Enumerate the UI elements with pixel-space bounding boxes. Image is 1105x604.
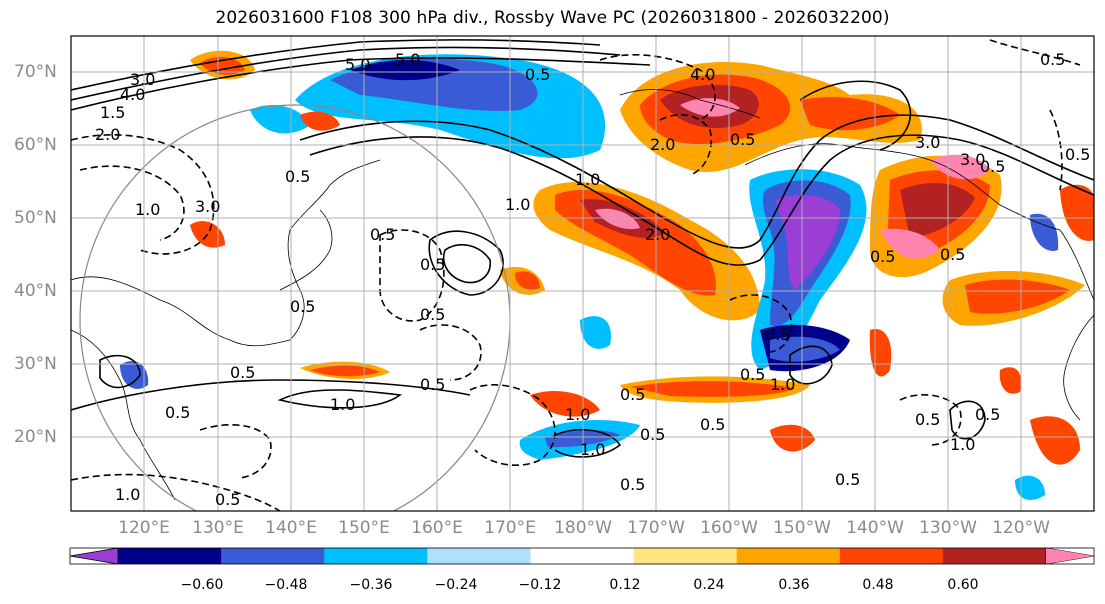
contour-label: 0.5 <box>640 425 665 444</box>
colorbar-tick-label: −0.24 <box>434 577 478 593</box>
gridlines <box>71 36 1094 511</box>
contour-label: 0.5 <box>290 297 315 316</box>
lon-label: 140°W <box>846 518 904 538</box>
contour-label: 1.0 <box>770 375 795 394</box>
colorbar-segment <box>839 548 944 564</box>
contour-label: 0.5 <box>730 130 755 149</box>
map-area: 3.0 4.0 5.0 5.0 0.5 2.0 3.0 4.0 2.0 1.0 … <box>71 36 1094 511</box>
contour-label: 0.5 <box>975 405 1000 424</box>
lat-label: 30°N <box>14 354 57 374</box>
contour-label: 0.5 <box>940 245 965 264</box>
coastlines <box>71 89 1094 501</box>
lon-label: 170°E <box>484 518 536 538</box>
contour-label: 1.0 <box>575 170 600 189</box>
contour-label: 1.0 <box>330 395 355 414</box>
contour-label: 0.5 <box>700 415 725 434</box>
contour-label: 0.5 <box>230 363 255 382</box>
contour-label: 0.5 <box>620 475 645 494</box>
colorbar-tick-label: 0.60 <box>947 577 979 593</box>
contour-label-group: 3.0 4.0 5.0 5.0 0.5 2.0 3.0 4.0 2.0 1.0 … <box>95 50 1090 509</box>
lon-label: 120°E <box>118 518 170 538</box>
colorbar-segment <box>427 548 531 564</box>
contour-label: 3.0 <box>915 133 940 152</box>
contour-label: 0.5 <box>420 305 445 324</box>
contour-label: 1.0 <box>580 440 605 459</box>
colorbar-segment <box>530 548 635 564</box>
colorbar-tick-label: 0.36 <box>778 577 810 593</box>
colorbar-segment <box>633 548 738 564</box>
contour-label: 5.0 <box>395 50 420 69</box>
contour-label: 0.5 <box>420 255 445 274</box>
colorbar-arrow-right <box>1046 548 1094 564</box>
lon-label: 160°E <box>411 518 463 538</box>
contour-label: 4.0 <box>120 85 145 104</box>
contour-label: 0.5 <box>915 410 940 429</box>
contour-label: 0.5 <box>765 325 790 344</box>
colorbar-tick-label: −0.60 <box>180 577 224 593</box>
contour-label: 0.5 <box>215 490 240 509</box>
contour-label: 0.5 <box>285 167 310 186</box>
contour-label: 2.0 <box>650 135 675 154</box>
contour-label: 1.0 <box>565 405 590 424</box>
contour-label: 1.0 <box>135 200 160 219</box>
contour-label: 1.0 <box>505 195 530 214</box>
lat-label: 60°N <box>14 135 57 155</box>
lon-label: 130°E <box>192 518 244 538</box>
contour-label: 2.0 <box>645 225 670 244</box>
contour-label: 1.0 <box>950 435 975 454</box>
colorbar <box>69 547 1095 565</box>
lon-label: 160°W <box>700 518 758 538</box>
colorbar-segment <box>221 548 325 564</box>
colorbar-tick-label: 0.24 <box>693 577 725 593</box>
lat-label: 20°N <box>14 427 57 447</box>
colorbar-segment <box>118 548 222 564</box>
colorbar-tick-label: 0.48 <box>862 577 894 593</box>
contour-label: 1.5 <box>100 103 125 122</box>
contour-label: 3.0 <box>960 150 985 169</box>
contour-label: 0.5 <box>620 385 645 404</box>
contour-label: 3.0 <box>195 197 220 216</box>
lat-label: 40°N <box>14 281 57 301</box>
contour-label: 0.5 <box>980 157 1005 176</box>
colorbar-segment <box>324 548 428 564</box>
colorbar-segment <box>736 548 841 564</box>
colorbar-arrow-left <box>70 548 118 564</box>
lon-label: 170°W <box>627 518 685 538</box>
contour-lines <box>71 39 1094 458</box>
contour-label: 5.0 <box>345 55 370 74</box>
map-title: 2026031600 F108 300 hPa div., Rossby Wav… <box>215 8 890 28</box>
lat-label: 50°N <box>14 208 57 228</box>
lon-label: 130°W <box>919 518 977 538</box>
contour-label: 2.0 <box>95 125 120 144</box>
contour-label: 0.5 <box>835 470 860 489</box>
lon-label: 150°W <box>773 518 831 538</box>
lon-label: 120°W <box>992 518 1050 538</box>
lon-label: 180°W <box>554 518 612 538</box>
contour-label: 1.0 <box>115 485 140 504</box>
contour-label: 0.5 <box>1040 50 1065 69</box>
lon-label: 140°E <box>265 518 317 538</box>
lat-label: 70°N <box>14 62 57 82</box>
contour-label: 4.0 <box>690 65 715 84</box>
contour-label: 0.5 <box>870 247 895 266</box>
lon-label: 150°E <box>338 518 390 538</box>
contour-label: 3.0 <box>130 70 155 89</box>
colorbar-tick-label: −0.48 <box>264 577 308 593</box>
colorbar-tick-label: −0.12 <box>518 577 562 593</box>
contour-label: 0.5 <box>525 65 550 84</box>
colorbar-segment <box>942 548 1047 564</box>
contour-label: 0.5 <box>740 365 765 384</box>
contour-lines-negative <box>71 39 1081 511</box>
contour-label: 0.5 <box>370 225 395 244</box>
contour-label: 0.5 <box>1065 145 1090 164</box>
contour-label: 0.5 <box>420 375 445 394</box>
map-frame <box>70 35 1095 512</box>
colorbar-frame <box>69 547 1095 565</box>
contour-label: 0.5 <box>165 403 190 422</box>
colorbar-tick-label: −0.36 <box>349 577 393 593</box>
colorbar-arrow-left-outline <box>69 547 119 565</box>
colorbar-tick-label: 0.12 <box>609 577 641 593</box>
